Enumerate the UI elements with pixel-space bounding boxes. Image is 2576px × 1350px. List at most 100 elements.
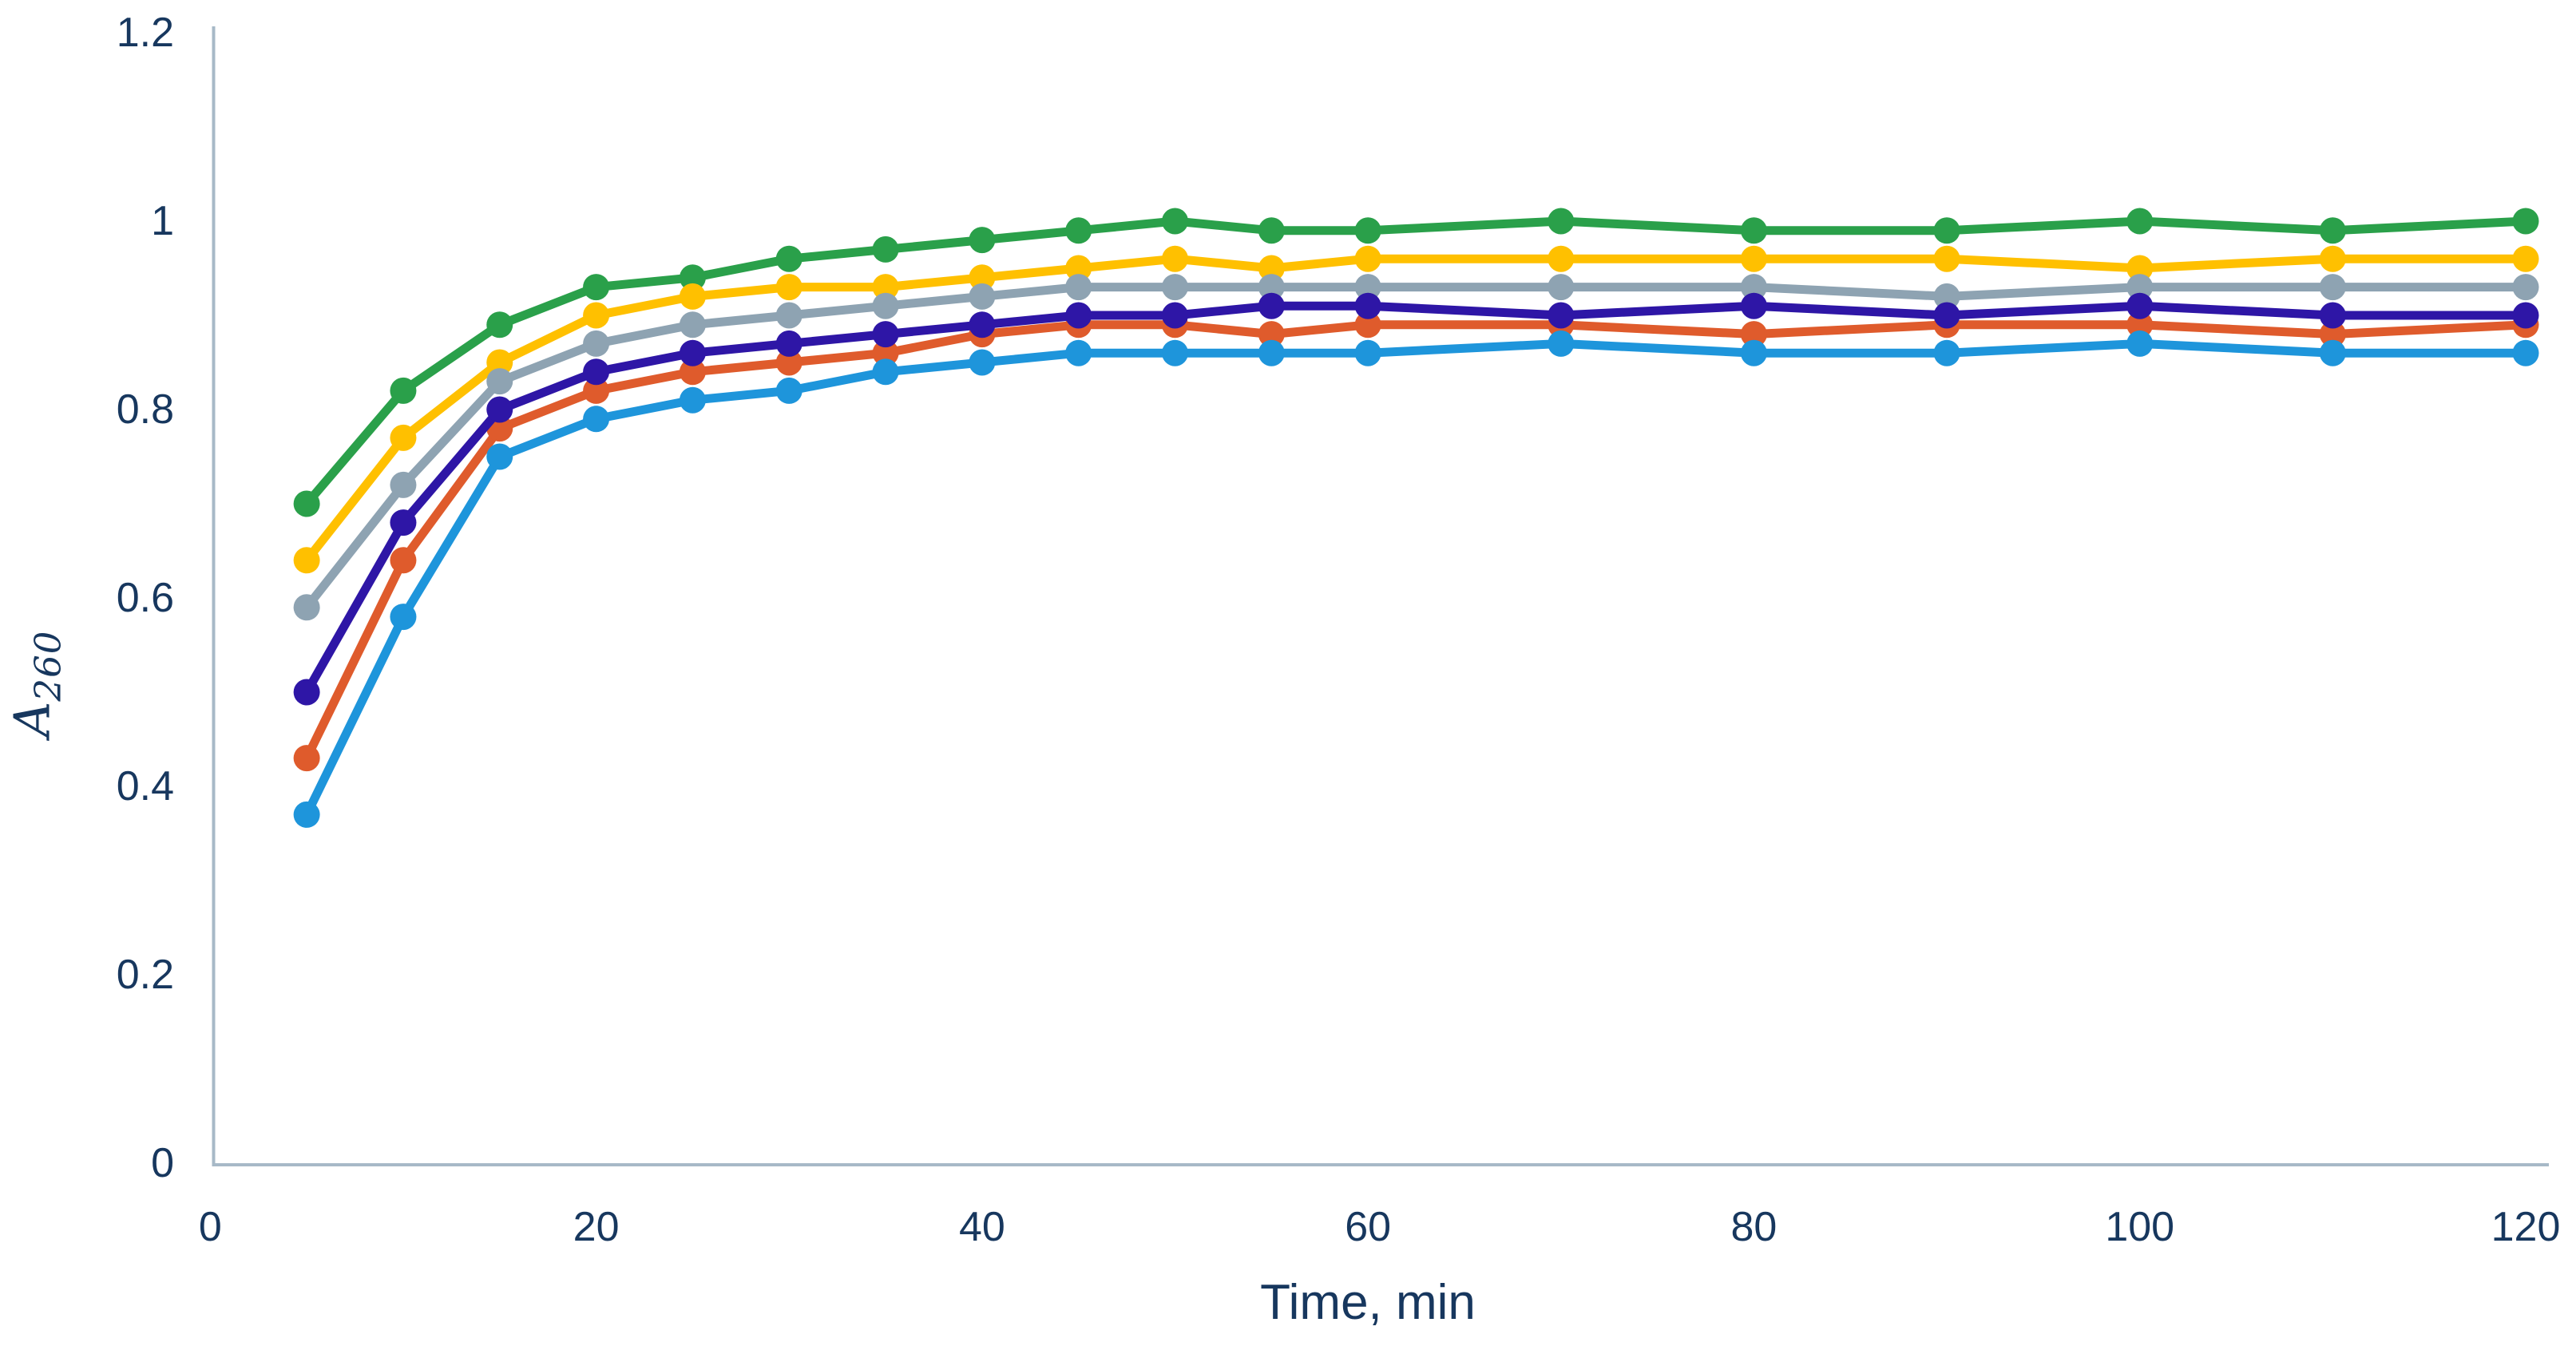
- series-blue: [293, 330, 2539, 828]
- series-gray-point: [679, 311, 706, 338]
- series-navy-point: [969, 311, 996, 338]
- series-gold-point: [1065, 255, 1092, 282]
- series-gray-point: [1933, 283, 1960, 310]
- series-orange-red-point: [1354, 311, 1381, 338]
- series-blue-point: [293, 801, 320, 828]
- series-blue-point: [583, 406, 610, 433]
- y-axis-title: A260: [3, 445, 69, 924]
- series-navy-point: [1740, 292, 1767, 319]
- series-gray-line: [302, 283, 2530, 612]
- x-tick-label: 20: [573, 1204, 620, 1250]
- series-navy-point: [775, 330, 803, 357]
- x-tick-label: 40: [959, 1204, 1005, 1250]
- series-gold-point: [679, 283, 706, 310]
- x-tick-label: 0: [199, 1204, 222, 1250]
- series-gray-point: [775, 302, 803, 329]
- series-navy-point: [486, 396, 513, 423]
- series-gray-point: [1258, 274, 1285, 301]
- series-green-point: [969, 227, 996, 254]
- series-blue-line: [302, 338, 2530, 819]
- series-gray: [293, 274, 2539, 621]
- series-gold-point: [1740, 245, 1767, 272]
- series-gray-point: [2126, 274, 2154, 301]
- series-gold-point: [583, 302, 610, 329]
- y-tick-label: 0.2: [117, 952, 174, 998]
- series-green-point: [1162, 208, 1189, 235]
- series-green-point: [486, 311, 513, 338]
- series-navy-point: [872, 321, 899, 348]
- series-green-point: [583, 274, 610, 301]
- series-green-point: [1065, 217, 1092, 244]
- y-axis-title-subscript: 260: [26, 630, 69, 702]
- series-green-point: [2512, 208, 2539, 235]
- series-green-point: [679, 264, 706, 291]
- series-green-point: [1548, 208, 1575, 235]
- series-navy-point: [583, 358, 610, 386]
- series-gold-point: [486, 349, 513, 376]
- y-tick-label: 0.4: [117, 763, 174, 810]
- series-gray-point: [1548, 274, 1575, 301]
- series-orange-red-point: [1258, 321, 1285, 348]
- series-gold-point: [969, 264, 996, 291]
- series-green-point: [1933, 217, 1960, 244]
- series-gray-point: [1065, 274, 1092, 301]
- series-blue-point: [1258, 339, 1285, 366]
- series-gray-point: [1162, 274, 1189, 301]
- series-green-point: [2319, 217, 2346, 244]
- series-green-point: [872, 236, 899, 263]
- series-gold-line: [302, 254, 2530, 565]
- y-axis-title-base: A: [2, 701, 61, 738]
- series-blue-point: [2512, 339, 2539, 366]
- series-gray-point: [2512, 274, 2539, 301]
- series-blue-point: [486, 443, 513, 470]
- series-gray-point: [1740, 274, 1767, 301]
- series-green-point: [293, 490, 320, 517]
- x-axis-title: Time, min: [1260, 1275, 1476, 1330]
- series-orange-red-point: [583, 377, 610, 404]
- series-blue-point: [679, 386, 706, 414]
- series-blue-point: [1740, 339, 1767, 366]
- series-navy-point: [1933, 302, 1960, 329]
- series-green-point: [775, 245, 803, 272]
- series-blue-point: [1162, 339, 1189, 366]
- series-orange-red-point: [390, 547, 417, 574]
- series-gold-point: [1258, 255, 1285, 282]
- series-gold-point: [1162, 245, 1189, 272]
- series-orange-red-point: [2126, 311, 2154, 338]
- series-navy-point: [293, 679, 320, 706]
- series-gold-point: [2512, 245, 2539, 272]
- series-gold-point: [775, 274, 803, 301]
- series-gold-point: [2319, 245, 2346, 272]
- series-navy-point: [1065, 302, 1092, 329]
- series-navy: [293, 292, 2539, 706]
- x-tick-label: 60: [1345, 1204, 1391, 1250]
- series-blue-point: [2126, 330, 2154, 357]
- series-blue-point: [1354, 339, 1381, 366]
- series-blue-point: [2319, 339, 2346, 366]
- series-green-point: [390, 377, 417, 404]
- series-blue-point: [1065, 339, 1092, 366]
- series-navy-point: [2319, 302, 2346, 329]
- series-green-point: [1354, 217, 1381, 244]
- y-tick-label: 0.8: [117, 386, 174, 433]
- series-orange-red-line: [302, 320, 2530, 763]
- series-gray-point: [486, 368, 513, 395]
- series-navy-point: [1354, 292, 1381, 319]
- series-gray-point: [1354, 274, 1381, 301]
- series-gold-point: [390, 424, 417, 451]
- series-orange-red-point: [1740, 321, 1767, 348]
- series-navy-point: [1548, 302, 1575, 329]
- series-navy-point: [679, 339, 706, 366]
- series-orange-red-point: [872, 339, 899, 366]
- series-navy-line: [302, 301, 2530, 697]
- series-gray-point: [2319, 274, 2346, 301]
- series-orange-red: [293, 311, 2539, 772]
- series-gold-point: [872, 274, 899, 301]
- x-tick-label: 80: [1731, 1204, 1777, 1250]
- y-tick-label: 1: [151, 198, 174, 244]
- series-gray-point: [390, 471, 417, 498]
- series-blue-point: [390, 604, 417, 631]
- series-orange-red-point: [679, 358, 706, 386]
